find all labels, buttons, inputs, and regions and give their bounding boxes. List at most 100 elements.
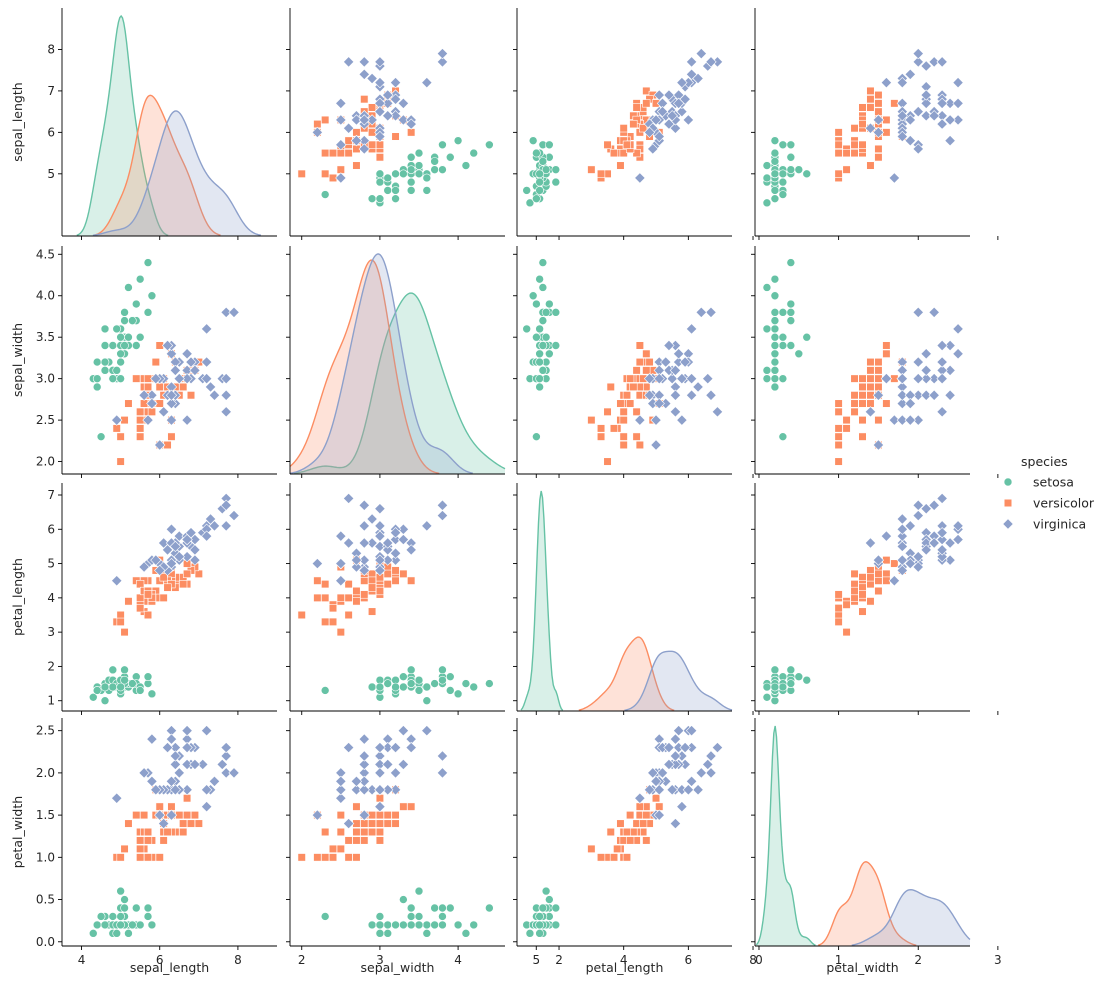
point-versicolor [297, 610, 306, 620]
x-tick-label: 2 [914, 953, 922, 967]
point-versicolor [622, 827, 632, 837]
point-setosa [414, 912, 424, 921]
point-setosa [770, 186, 780, 195]
point-virginica [928, 537, 940, 549]
point-versicolor [874, 586, 883, 596]
x-tick-label: 3 [376, 953, 384, 967]
point-setosa [375, 929, 385, 938]
point-setosa [414, 148, 424, 158]
point-versicolor [874, 99, 883, 108]
point-setosa [422, 682, 432, 692]
point-virginica [912, 509, 924, 522]
point-virginica [864, 537, 877, 549]
point-versicolor [858, 374, 867, 383]
point-virginica [888, 575, 900, 587]
point-setosa [422, 920, 432, 930]
point-virginica [335, 792, 347, 804]
point-setosa [391, 194, 400, 203]
point-virginica [896, 523, 908, 535]
point-virginica [685, 389, 698, 401]
point-setosa [422, 929, 432, 938]
point-versicolor [116, 457, 125, 466]
point-setosa [794, 672, 804, 682]
point-virginica [920, 503, 932, 515]
point-setosa [438, 665, 447, 675]
point-setosa [116, 682, 125, 692]
point-virginica [405, 118, 417, 130]
point-versicolor [834, 128, 843, 137]
point-setosa [375, 169, 385, 179]
point-virginica [181, 725, 193, 737]
kde-line-virginica [851, 888, 971, 946]
kde-fill-versicolor [578, 637, 675, 711]
point-versicolor [352, 853, 361, 862]
point-virginica [705, 389, 717, 401]
point-setosa [108, 665, 118, 675]
point-virginica [896, 373, 908, 385]
point-virginica [374, 564, 386, 577]
point-versicolor [619, 432, 628, 441]
point-setosa [535, 357, 544, 367]
point-setosa [551, 920, 561, 930]
kde-line-versicolor [94, 94, 221, 236]
point-setosa [367, 920, 377, 930]
point-virginica [181, 741, 193, 754]
point-virginica [912, 106, 924, 118]
point-virginica [936, 551, 948, 563]
point-virginica [912, 143, 924, 155]
x-tick-label: 4 [620, 953, 628, 967]
point-versicolor [336, 827, 345, 837]
y-tick-label: 2.5 [36, 413, 55, 427]
point-versicolor [834, 140, 843, 149]
point-versicolor [842, 600, 851, 609]
point-setosa [770, 682, 780, 692]
point-virginica [920, 373, 932, 385]
point-virginica [643, 784, 656, 796]
y-tick-label: 2.5 [36, 724, 55, 738]
legend: species setosa versicolor virginica [1002, 454, 1095, 532]
point-virginica [920, 89, 932, 101]
point-virginica [358, 733, 370, 745]
panel-petal_width-vs-petal_length: 2 4 6 8 [513, 718, 757, 967]
point-virginica [920, 544, 932, 556]
x-tick-label: 5 [532, 953, 540, 967]
point-virginica [920, 97, 932, 109]
point-versicolor [313, 576, 322, 585]
point-versicolor [344, 148, 353, 158]
point-setosa [762, 173, 772, 183]
x-axis-label-sepal_length: sepal_length [130, 960, 209, 975]
point-virginica [944, 537, 956, 549]
point-virginica [220, 389, 232, 401]
point-virginica [358, 56, 370, 68]
point-setosa [147, 291, 157, 301]
point-versicolor [344, 853, 353, 862]
point-versicolor [124, 819, 133, 828]
point-virginica [436, 47, 449, 60]
point-virginica [904, 520, 916, 532]
point-virginica [142, 414, 154, 426]
point-virginica [389, 784, 402, 796]
point-virginica [653, 809, 665, 821]
point-versicolor [336, 165, 345, 174]
point-versicolor [367, 569, 377, 578]
point-virginica [220, 306, 232, 318]
point-versicolor [179, 827, 188, 837]
point-virginica [643, 126, 656, 138]
kde-fill-setosa [294, 293, 505, 474]
kde-line-setosa [293, 292, 506, 474]
panel-sepal_width-vs-sepal_width [286, 246, 537, 478]
kde-fill-setosa [76, 16, 169, 236]
point-versicolor [116, 610, 125, 620]
point-virginica [358, 554, 370, 566]
kde-fill-setosa [521, 491, 563, 711]
point-versicolor [344, 593, 353, 602]
point-setosa [802, 169, 812, 179]
y-tick-label: 8 [47, 42, 55, 56]
point-virginica [653, 397, 665, 410]
point-versicolor [613, 844, 622, 853]
point-setosa [461, 161, 471, 170]
point-versicolor [655, 802, 664, 811]
x-tick-label: 8 [749, 953, 757, 967]
point-setosa [120, 308, 129, 317]
